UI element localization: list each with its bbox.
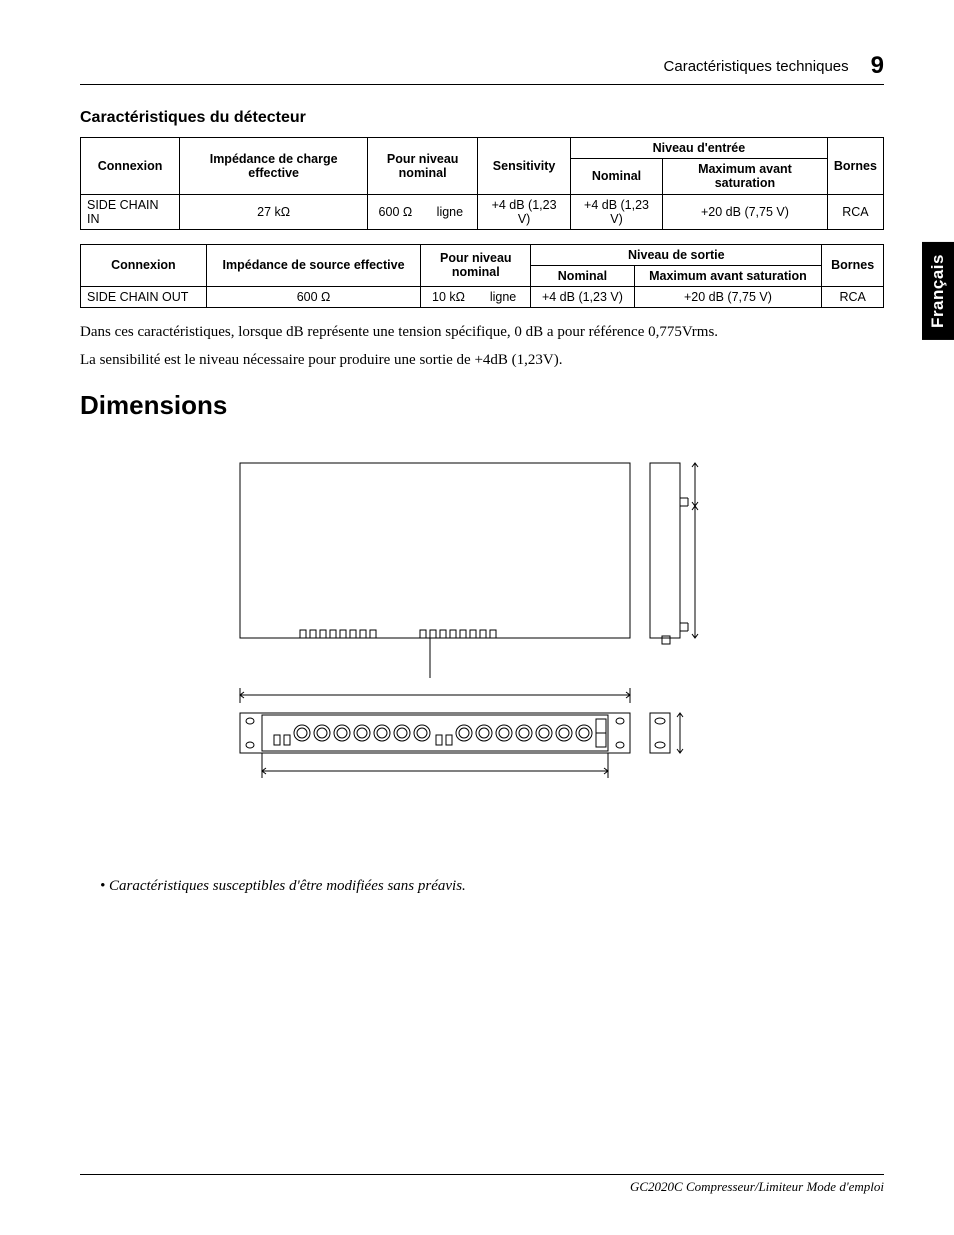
detector-output-table: Connexion Impédance de source effective … [80, 244, 884, 308]
td-connexion: SIDE CHAIN IN [81, 194, 180, 229]
td-sensitivity: +4 dB (1,23 V) [478, 194, 571, 229]
td-max-sat: +20 dB (7,75 V) [663, 194, 828, 229]
td-connexion: SIDE CHAIN OUT [81, 287, 207, 308]
header-title: Caractéristiques techniques [664, 58, 849, 75]
td-niveau1: 600 Ω [368, 194, 423, 229]
th-niveau-nominal: Pour niveau nominal [368, 138, 478, 195]
note-2: La sensibilité est le niveau nécessaire … [80, 350, 884, 372]
page-header: Caractéristiques techniques 9 [80, 50, 884, 85]
th-nominal: Nominal [570, 159, 662, 195]
td-impedance: 600 Ω [206, 287, 420, 308]
td-nominal: +4 dB (1,23 V) [570, 194, 662, 229]
th-niveau-entree: Niveau d'entrée [570, 138, 827, 159]
th-niveau-sortie: Niveau de sortie [531, 244, 822, 265]
td-max-sat: +20 dB (7,75 V) [634, 287, 822, 308]
th-impedance: Impédance de charge effective [180, 138, 368, 195]
footer: GC2020C Compresseur/Limiteur Mode d'empl… [80, 1174, 884, 1195]
td-niveau2: ligne [423, 194, 478, 229]
dimensions-heading: Dimensions [80, 390, 884, 421]
th-nominal: Nominal [531, 265, 634, 286]
td-niveau2: ligne [476, 287, 531, 308]
td-bornes: RCA [822, 287, 884, 308]
dimensions-svg [230, 453, 710, 833]
td-impedance: 27 kΩ [180, 194, 368, 229]
th-impedance: Impédance de source effective [206, 244, 420, 286]
th-max-sat: Maximum avant saturation [663, 159, 828, 195]
th-max-sat: Maximum avant saturation [634, 265, 822, 286]
th-bornes: Bornes [827, 138, 883, 195]
th-connexion: Connexion [81, 244, 207, 286]
td-niveau1: 10 kΩ [421, 287, 476, 308]
th-sensitivity: Sensitivity [478, 138, 571, 195]
td-bornes: RCA [827, 194, 883, 229]
detector-input-table: Connexion Impédance de charge effective … [80, 137, 884, 230]
note-1: Dans ces caractéristiques, lorsque dB re… [80, 322, 884, 344]
language-tab: Français [922, 242, 954, 340]
th-niveau-nominal: Pour niveau nominal [421, 244, 531, 286]
footer-text: GC2020C Compresseur/Limiteur Mode d'empl… [630, 1179, 884, 1194]
th-bornes: Bornes [822, 244, 884, 286]
page-number: 9 [871, 52, 884, 79]
disclaimer: • Caractéristiques susceptibles d'être m… [100, 878, 884, 895]
th-connexion: Connexion [81, 138, 180, 195]
section-subtitle: Caractéristiques du détecteur [80, 109, 884, 127]
td-nominal: +4 dB (1,23 V) [531, 287, 634, 308]
dimensions-diagram [80, 435, 884, 848]
